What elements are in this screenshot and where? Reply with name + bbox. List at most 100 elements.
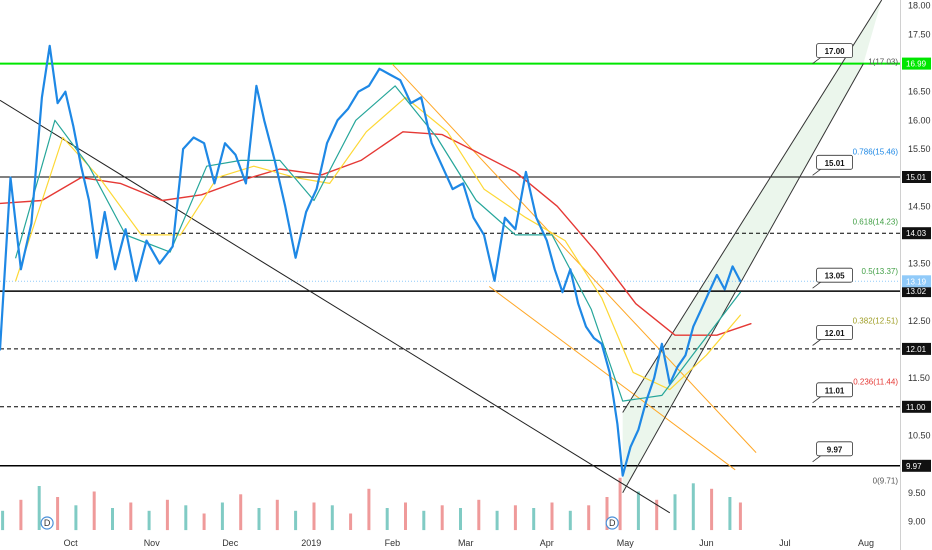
level-badge-label-2: 14.03 [906,229,927,238]
callout-box-5 [816,441,853,457]
fib-label-3: 0.5(13.37) [862,267,899,276]
trendline-down-channel-lower [488,286,736,471]
dividend-marker-label-1: D [609,518,616,528]
up-channel-fill [622,0,882,493]
y-tick-label-4: 16.00 [908,115,931,125]
fib-label-6: 0(9.71) [873,477,899,486]
y-tick-label-1: 17.50 [908,29,931,39]
callout-label-3: 12.01 [825,329,846,338]
trendline-up-channel-upper [622,0,883,413]
y-tick-label-11: 12.50 [908,316,931,326]
x-tick-label-7: May [617,538,635,548]
volume-bar-14 [257,508,261,530]
fib-label-1: 0.786(15.46) [853,147,899,156]
volume-bar-13 [239,494,243,531]
volume-bar-1 [19,499,23,531]
callout-pointer-5 [812,455,821,463]
level-badge-label-1: 15.01 [906,173,927,182]
level-badge-label-6: 9.97 [906,462,922,471]
trendline-long-downtrend [0,99,671,514]
callout-5: 9.97 [812,441,853,463]
volume-bar-21 [385,508,389,530]
volume-bar-12 [220,502,224,530]
volume-bar-9 [165,499,169,531]
volume-bar-40 [728,497,732,530]
callout-label-2: 13.05 [825,272,846,281]
y-tick-label-9: 13.50 [908,259,931,269]
x-tick-label-5: Mar [458,538,474,548]
fib-label-4: 0.382(12.51) [853,316,899,325]
y-tick-label-7: 14.50 [908,201,931,211]
volume-bar-2 [37,486,41,530]
volume-bar-37 [673,494,677,531]
ema-slow-line [15,96,742,391]
volume-bar-17 [312,502,316,530]
y-tick-label-15: 10.50 [908,431,931,441]
level-badge-6 [902,459,931,472]
volume-bar-26 [477,499,481,531]
callout-box-2 [816,267,853,283]
level-badge-2 [902,227,931,240]
callout-box-1 [816,154,853,170]
trendline-down-channel-upper [392,63,757,453]
volume-bar-8 [147,510,151,531]
y-tick-label-3: 16.50 [908,87,931,97]
callout-pointer-2 [812,281,821,289]
callout-1: 15.01 [812,154,853,176]
callout-2: 13.05 [812,267,853,289]
y-tick-label-17: 9.50 [908,488,926,498]
volume-bar-4 [74,505,78,531]
ma-long-line [0,131,752,336]
y-tick-label-13: 11.50 [908,373,930,383]
volume-bar-31 [568,510,572,531]
y-tick-label-5: 15.50 [908,144,931,154]
dividend-marker-icon-1 [605,516,619,530]
x-tick-label-10: Aug [858,538,874,548]
x-tick-label-4: Feb [385,538,401,548]
dividend-marker-label-0: D [44,518,51,528]
x-tick-label-3: 2019 [301,538,321,548]
level-badge-label-4: 12.01 [906,345,927,354]
volume-bar-20 [367,488,371,531]
volume-bar-23 [422,510,426,531]
level-badge-1 [902,171,931,183]
volume-bar-22 [404,502,407,530]
level-badge-5 [902,400,931,413]
callout-label-5: 9.97 [827,445,843,454]
fib-label-2: 0.618(14.23) [853,218,899,227]
x-tick-label-2: Dec [222,538,239,548]
level-badge-0 [902,57,931,70]
callout-box-3 [816,325,853,340]
volume-bar-25 [459,508,462,530]
volume-bar-35 [636,491,640,530]
level-badge-label-0: 16.99 [906,60,927,69]
volume-bar-15 [275,499,279,531]
volume-bar-24 [440,505,444,531]
callout-pointer-1 [812,168,821,176]
callout-4: 11.01 [812,382,853,404]
volume-bar-11 [202,513,206,530]
dividend-marker-icon-0 [40,516,54,530]
trendline-up-channel-lower [622,63,864,494]
callout-box-4 [816,382,853,398]
volume-bar-27 [495,510,499,531]
volume-bar-7 [129,502,133,530]
x-tick-label-8: Jun [699,538,714,548]
level-badge-label-3: 13.02 [906,287,927,296]
current-price-badge [902,275,931,288]
fib-label-5: 0.236(11.44) [853,378,898,387]
volume-bar-6 [111,508,114,530]
volume-bar-32 [587,505,591,531]
callout-0: 17.00 [812,43,853,64]
callout-pointer-4 [812,396,821,404]
volume-bar-39 [710,488,714,531]
x-tick-label-1: Nov [144,538,161,548]
y-tick-label-18: 9.00 [908,516,926,526]
x-tick-label-0: Oct [64,538,79,548]
callout-label-1: 15.01 [825,159,846,168]
volume-bar-19 [349,513,353,530]
volume-bar-28 [513,505,517,531]
level-badge-4 [902,342,931,355]
